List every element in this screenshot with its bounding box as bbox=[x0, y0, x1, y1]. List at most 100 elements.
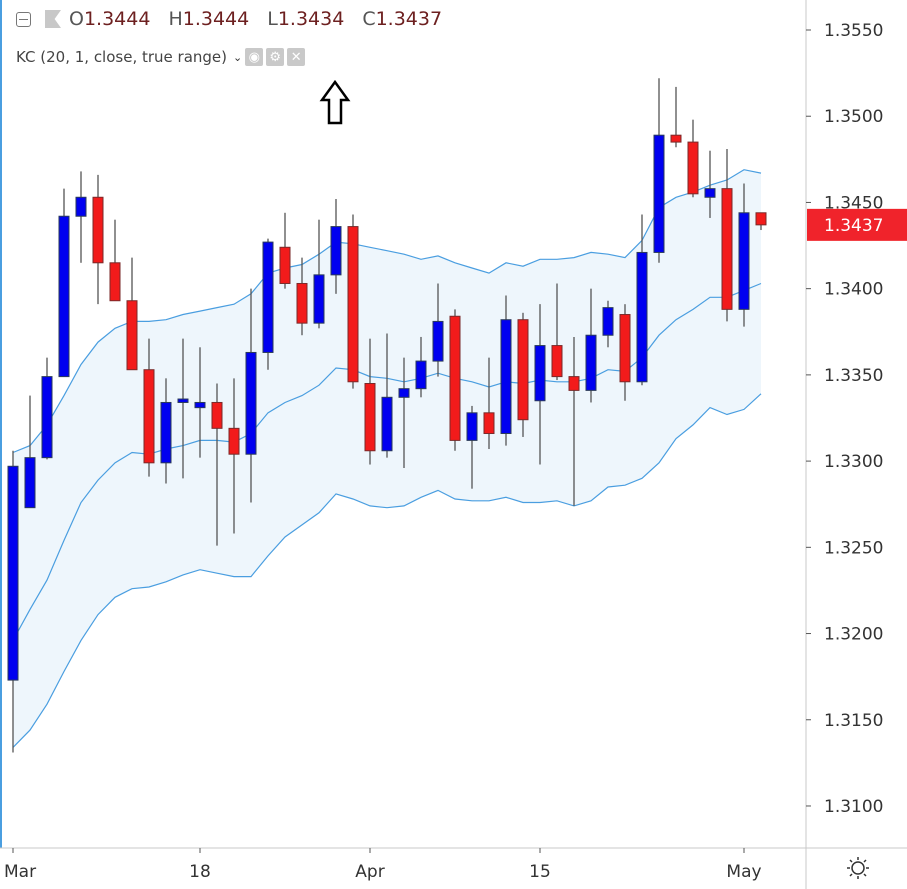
candle-up[interactable] bbox=[330, 198, 342, 294]
price-axis[interactable]: 1.3550 1.3500 1.3450 1.3400 1.3350 1.3300 1.32… bbox=[806, 21, 883, 817]
time-axis[interactable]: Mar 18 Apr 15 May bbox=[4, 848, 762, 882]
candle-down[interactable] bbox=[211, 383, 223, 546]
candle-body bbox=[381, 396, 393, 452]
candle-down[interactable] bbox=[92, 174, 104, 305]
close-value: 1.3437 bbox=[375, 8, 443, 30]
candle-up[interactable] bbox=[738, 183, 750, 327]
candle-up[interactable] bbox=[653, 78, 665, 263]
candle-down[interactable] bbox=[619, 304, 631, 401]
candle-body bbox=[245, 351, 257, 455]
keltner-upper-line bbox=[12, 169, 762, 454]
candle-down[interactable] bbox=[687, 119, 699, 198]
candle-up[interactable] bbox=[245, 288, 257, 503]
candle-down[interactable] bbox=[279, 212, 291, 289]
candle-down[interactable] bbox=[670, 86, 682, 148]
candle-up[interactable] bbox=[24, 395, 36, 509]
candle-up[interactable] bbox=[75, 171, 87, 263]
candle-down[interactable] bbox=[449, 309, 461, 451]
candle-down[interactable] bbox=[483, 357, 495, 450]
candle-body bbox=[636, 251, 648, 383]
chevron-down-icon[interactable]: ⌄ bbox=[233, 50, 243, 64]
candle-up[interactable] bbox=[500, 295, 512, 446]
candle-up[interactable] bbox=[262, 238, 274, 370]
candle-up[interactable] bbox=[534, 304, 546, 465]
current-price-text: 1.3437 bbox=[824, 216, 883, 236]
indicator-label[interactable]: KC (20, 1, close, true range) bbox=[16, 48, 228, 66]
candle-body bbox=[517, 319, 529, 421]
candle-body bbox=[58, 215, 70, 378]
candle-down[interactable] bbox=[143, 338, 155, 477]
y-tick-label: 1.3150 bbox=[824, 711, 883, 731]
candle-body bbox=[92, 196, 104, 264]
candle-body bbox=[449, 315, 461, 441]
candle-body bbox=[687, 141, 699, 195]
candle-up[interactable] bbox=[636, 214, 648, 386]
candle-down[interactable] bbox=[755, 212, 767, 231]
candle-up[interactable] bbox=[602, 300, 614, 348]
candle-down[interactable] bbox=[126, 257, 138, 371]
candle-up[interactable] bbox=[41, 357, 53, 460]
candle-body bbox=[432, 320, 444, 362]
candle-up[interactable] bbox=[381, 333, 393, 458]
candle-up[interactable] bbox=[585, 288, 597, 403]
close-label: C bbox=[362, 8, 376, 30]
y-tick-label: 1.3500 bbox=[824, 107, 883, 127]
candle-body bbox=[296, 282, 308, 324]
candle-up[interactable] bbox=[313, 219, 325, 329]
candle-down[interactable] bbox=[551, 283, 563, 381]
candle-body bbox=[126, 300, 138, 371]
candle-down[interactable] bbox=[347, 214, 359, 389]
candle-body bbox=[619, 314, 631, 383]
candle-body bbox=[704, 188, 716, 198]
flag-icon[interactable] bbox=[45, 10, 61, 28]
candle-up[interactable] bbox=[177, 338, 189, 479]
candle-body bbox=[211, 401, 223, 429]
candle-body bbox=[551, 345, 563, 378]
current-price-label: 1.3437 bbox=[807, 208, 907, 241]
candle-down[interactable] bbox=[721, 148, 733, 322]
candle-body bbox=[602, 307, 614, 336]
y-tick-label: 1.3300 bbox=[824, 452, 883, 472]
candle-body bbox=[483, 412, 495, 435]
keltner-lower-line bbox=[12, 393, 762, 748]
candle-down[interactable] bbox=[109, 219, 121, 302]
candle-body bbox=[177, 398, 189, 403]
high-label: H bbox=[168, 8, 183, 30]
candle-up[interactable] bbox=[194, 347, 206, 458]
candle-down[interactable] bbox=[228, 378, 240, 534]
candle-up[interactable] bbox=[432, 283, 444, 377]
candle-body bbox=[534, 345, 546, 402]
candle-up[interactable] bbox=[466, 405, 478, 489]
candle-up[interactable] bbox=[398, 357, 410, 468]
gear-icon[interactable]: ⚙ bbox=[266, 48, 285, 66]
candle-body bbox=[262, 241, 274, 353]
candle-down[interactable] bbox=[568, 336, 580, 506]
candle-up[interactable] bbox=[58, 188, 70, 378]
close-icon[interactable]: ✕ bbox=[287, 48, 306, 66]
candle-body bbox=[228, 427, 240, 455]
candle-down[interactable] bbox=[517, 312, 529, 437]
candle-down[interactable] bbox=[364, 338, 376, 465]
y-tick-label: 1.3250 bbox=[824, 538, 883, 558]
candle-body bbox=[568, 376, 580, 391]
candle-body bbox=[364, 383, 376, 452]
keltner-fill bbox=[13, 169, 761, 748]
candle-body bbox=[330, 226, 342, 276]
candle-up[interactable] bbox=[160, 378, 172, 484]
open-value: 1.3444 bbox=[83, 8, 151, 30]
eye-icon[interactable]: ◉ bbox=[245, 48, 264, 66]
candle-up[interactable] bbox=[415, 336, 427, 398]
settings-sun-icon[interactable] bbox=[847, 857, 869, 879]
candle-up[interactable] bbox=[7, 450, 19, 753]
candle-body bbox=[466, 412, 478, 441]
collapse-icon[interactable] bbox=[16, 11, 31, 27]
candle-body bbox=[347, 226, 359, 383]
candle-up[interactable] bbox=[704, 150, 716, 218]
candle-body bbox=[143, 369, 155, 464]
open-label: O bbox=[69, 8, 84, 30]
y-tick-label: 1.3200 bbox=[824, 625, 883, 645]
candle-down[interactable] bbox=[296, 257, 308, 336]
candle-body bbox=[7, 465, 19, 681]
x-tick-label: 15 bbox=[529, 862, 551, 882]
